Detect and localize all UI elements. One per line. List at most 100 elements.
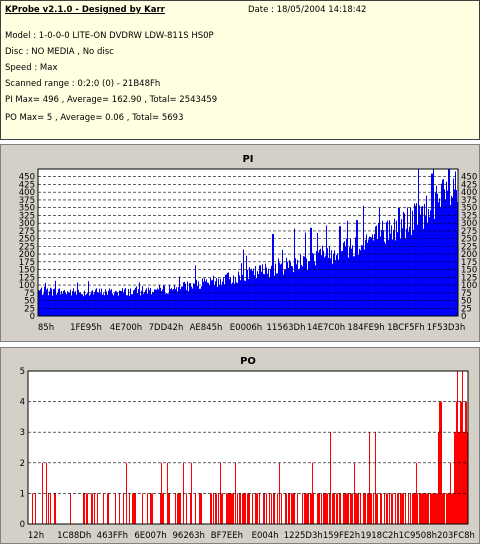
bar <box>116 291 117 316</box>
bar <box>41 287 42 316</box>
bar <box>42 462 43 524</box>
bar <box>114 293 115 316</box>
bar <box>438 432 439 524</box>
bar <box>130 288 131 316</box>
bar <box>161 291 162 316</box>
bar <box>227 272 228 316</box>
x-tick-label: 1225D3h <box>284 531 323 541</box>
x-tick-label: 96263h <box>173 531 205 541</box>
bar <box>426 493 427 524</box>
bar <box>216 278 217 316</box>
bar <box>386 493 387 524</box>
bar <box>361 245 362 316</box>
bar <box>98 293 99 316</box>
bar <box>365 239 366 316</box>
bar <box>92 290 93 316</box>
bar <box>257 271 258 316</box>
bar <box>222 281 223 316</box>
bar <box>266 267 267 316</box>
bar <box>397 493 398 524</box>
bar <box>455 171 456 316</box>
bar <box>125 288 126 316</box>
x-tick-label: 11563Dh <box>267 323 306 333</box>
bar <box>417 493 418 524</box>
bar <box>105 289 106 316</box>
bar <box>289 260 290 316</box>
bar <box>262 264 263 316</box>
bar <box>237 283 238 316</box>
y-tick-label-right: 250 <box>461 235 477 245</box>
bar <box>304 256 305 316</box>
bar <box>172 289 173 316</box>
bar <box>255 265 256 316</box>
bar <box>275 263 276 316</box>
bar <box>358 493 359 524</box>
bar <box>148 287 149 316</box>
bar <box>428 208 429 316</box>
bar <box>107 493 108 524</box>
bar <box>233 275 234 316</box>
bar <box>420 493 421 524</box>
bar <box>295 258 296 316</box>
bar <box>246 255 247 316</box>
y-tick-label-right: 325 <box>461 211 477 221</box>
bar <box>423 493 424 524</box>
bar <box>225 274 226 316</box>
bar <box>142 286 143 316</box>
bar <box>151 493 152 524</box>
bar <box>418 169 419 316</box>
bar <box>340 226 341 316</box>
bar <box>450 205 451 316</box>
y-tick-label-right: 400 <box>461 188 477 198</box>
bar <box>308 493 309 524</box>
bar <box>227 493 228 524</box>
bar <box>215 493 216 524</box>
y-tick-label-left: 375 <box>19 196 35 206</box>
bar <box>79 292 80 316</box>
bar <box>49 291 50 316</box>
bar <box>334 493 335 524</box>
bar <box>451 196 452 316</box>
bar <box>453 493 454 524</box>
x-tick-label: 1918C2h <box>360 531 398 541</box>
bar <box>271 493 272 524</box>
bar <box>252 493 253 524</box>
bar <box>357 220 358 316</box>
y-tick-label-left: 150 <box>19 266 35 276</box>
bar <box>402 228 403 316</box>
bar <box>194 283 195 316</box>
chart-title: PI <box>242 154 253 165</box>
bar <box>201 286 202 316</box>
bar <box>60 294 61 316</box>
bar <box>296 264 297 316</box>
bar <box>369 236 370 316</box>
bar <box>264 493 265 524</box>
bar <box>427 222 428 316</box>
y-tick-label-left: 450 <box>19 173 35 183</box>
bar <box>199 493 200 524</box>
bar <box>97 292 98 316</box>
bar <box>239 275 240 316</box>
bar <box>244 493 245 524</box>
bar <box>329 493 330 524</box>
bar <box>150 288 151 316</box>
bar <box>71 295 72 316</box>
bar <box>352 245 353 316</box>
y-tick-label-left: 350 <box>19 204 35 214</box>
bar <box>449 169 450 316</box>
bar <box>345 246 346 316</box>
bar <box>290 261 291 316</box>
bar <box>274 275 275 316</box>
bar <box>376 225 377 316</box>
bar <box>355 493 356 524</box>
bar <box>297 493 298 524</box>
bar <box>164 285 165 316</box>
x-tick-label: 184FE9h <box>347 323 384 333</box>
bar <box>443 179 444 316</box>
bar <box>464 432 465 524</box>
y-tick-label-right: 125 <box>461 273 477 283</box>
y-tick-label-left: 425 <box>19 180 35 190</box>
bar <box>78 289 79 316</box>
bar <box>48 295 49 316</box>
bar <box>408 493 409 524</box>
